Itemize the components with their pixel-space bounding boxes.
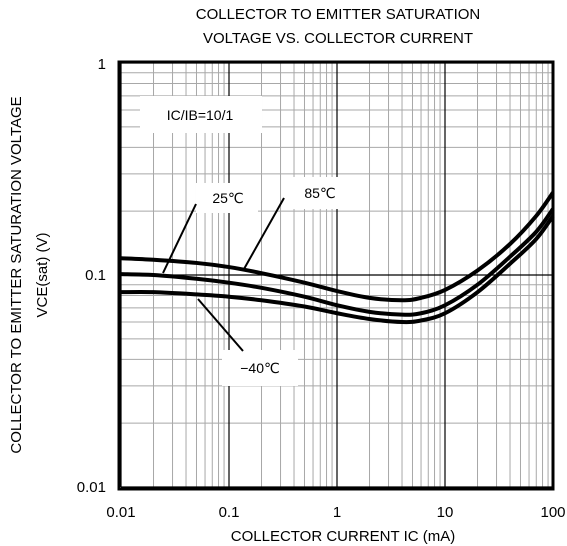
x-tick-label: 1 — [333, 504, 341, 521]
x-tick-label: 0.1 — [219, 504, 240, 521]
series-line-0 — [120, 207, 555, 317]
chart-title-line-2: VOLTAGE VS. COLLECTOR CURRENT — [203, 30, 473, 47]
leader-25c — [162, 203, 197, 274]
label-m40c-box — [222, 350, 298, 386]
y-tick-label: 1 — [98, 56, 106, 73]
y-axis-label-line-1: COLLECTOR TO EMITTER SATURATION VOLTAGE — [8, 96, 25, 453]
x-tick-label: 0.01 — [106, 504, 135, 521]
label-25c-box — [196, 183, 258, 213]
ratio-label-box — [140, 96, 262, 133]
label-85c: 85℃ — [304, 185, 335, 201]
y-axis-label-line-2: VCE(sat) (V) — [34, 232, 51, 317]
series-line-2 — [120, 214, 555, 325]
curves — [120, 191, 555, 325]
leader-m40c — [197, 298, 244, 352]
label-85c-box — [283, 177, 356, 209]
y-tick-label: 0.01 — [77, 479, 106, 496]
plot-frame — [117, 60, 555, 491]
x-axis-label: COLLECTOR CURRENT IC (mA) — [231, 528, 455, 545]
leader-85c — [243, 197, 285, 270]
series-line-1 — [120, 191, 555, 303]
label-25c: 25℃ — [212, 190, 243, 206]
label-m40c: −40℃ — [240, 360, 279, 376]
ratio-label: IC/IB=10/1 — [167, 107, 234, 123]
chart-title-line-1: COLLECTOR TO EMITTER SATURATION — [196, 6, 480, 23]
x-tick-label: 10 — [437, 504, 454, 521]
y-tick-labels: 1 0.1 0.01 — [77, 56, 106, 496]
x-tick-label: 100 — [540, 504, 565, 521]
x-tick-labels: 0.01 0.1 1 10 100 — [106, 504, 565, 521]
y-tick-label: 0.1 — [85, 267, 106, 284]
